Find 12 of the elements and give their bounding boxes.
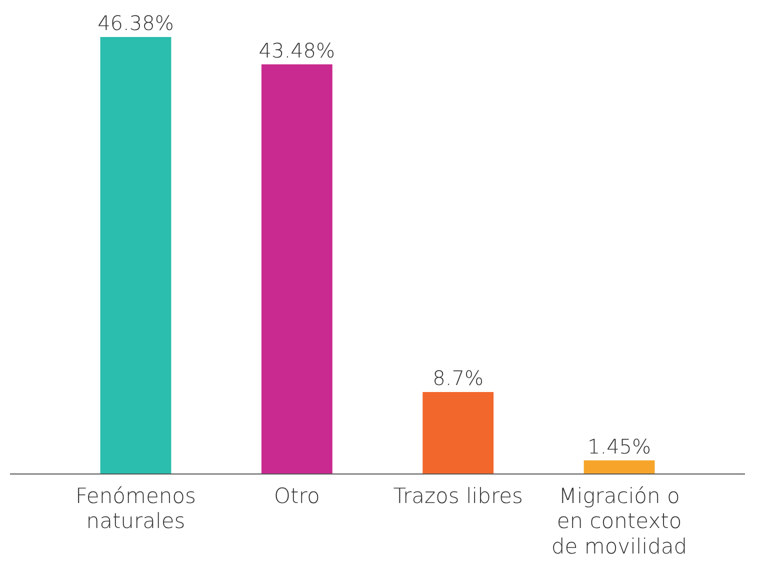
bar <box>584 460 655 474</box>
bar <box>261 64 332 474</box>
x-tick-label: Trazos libres <box>393 484 523 508</box>
x-tick-label: Otro <box>274 484 320 508</box>
x-tick-label: Migración o en contexto de movilidad <box>551 484 688 558</box>
bar <box>100 37 172 474</box>
data-label: 43.48% <box>258 38 336 62</box>
x-tick-label: Fenómenos naturales <box>75 484 196 534</box>
data-label: 8.7% <box>432 366 484 390</box>
data-label: 46.38% <box>98 11 174 35</box>
bar <box>422 392 494 474</box>
data-label: 1.45% <box>588 434 652 458</box>
